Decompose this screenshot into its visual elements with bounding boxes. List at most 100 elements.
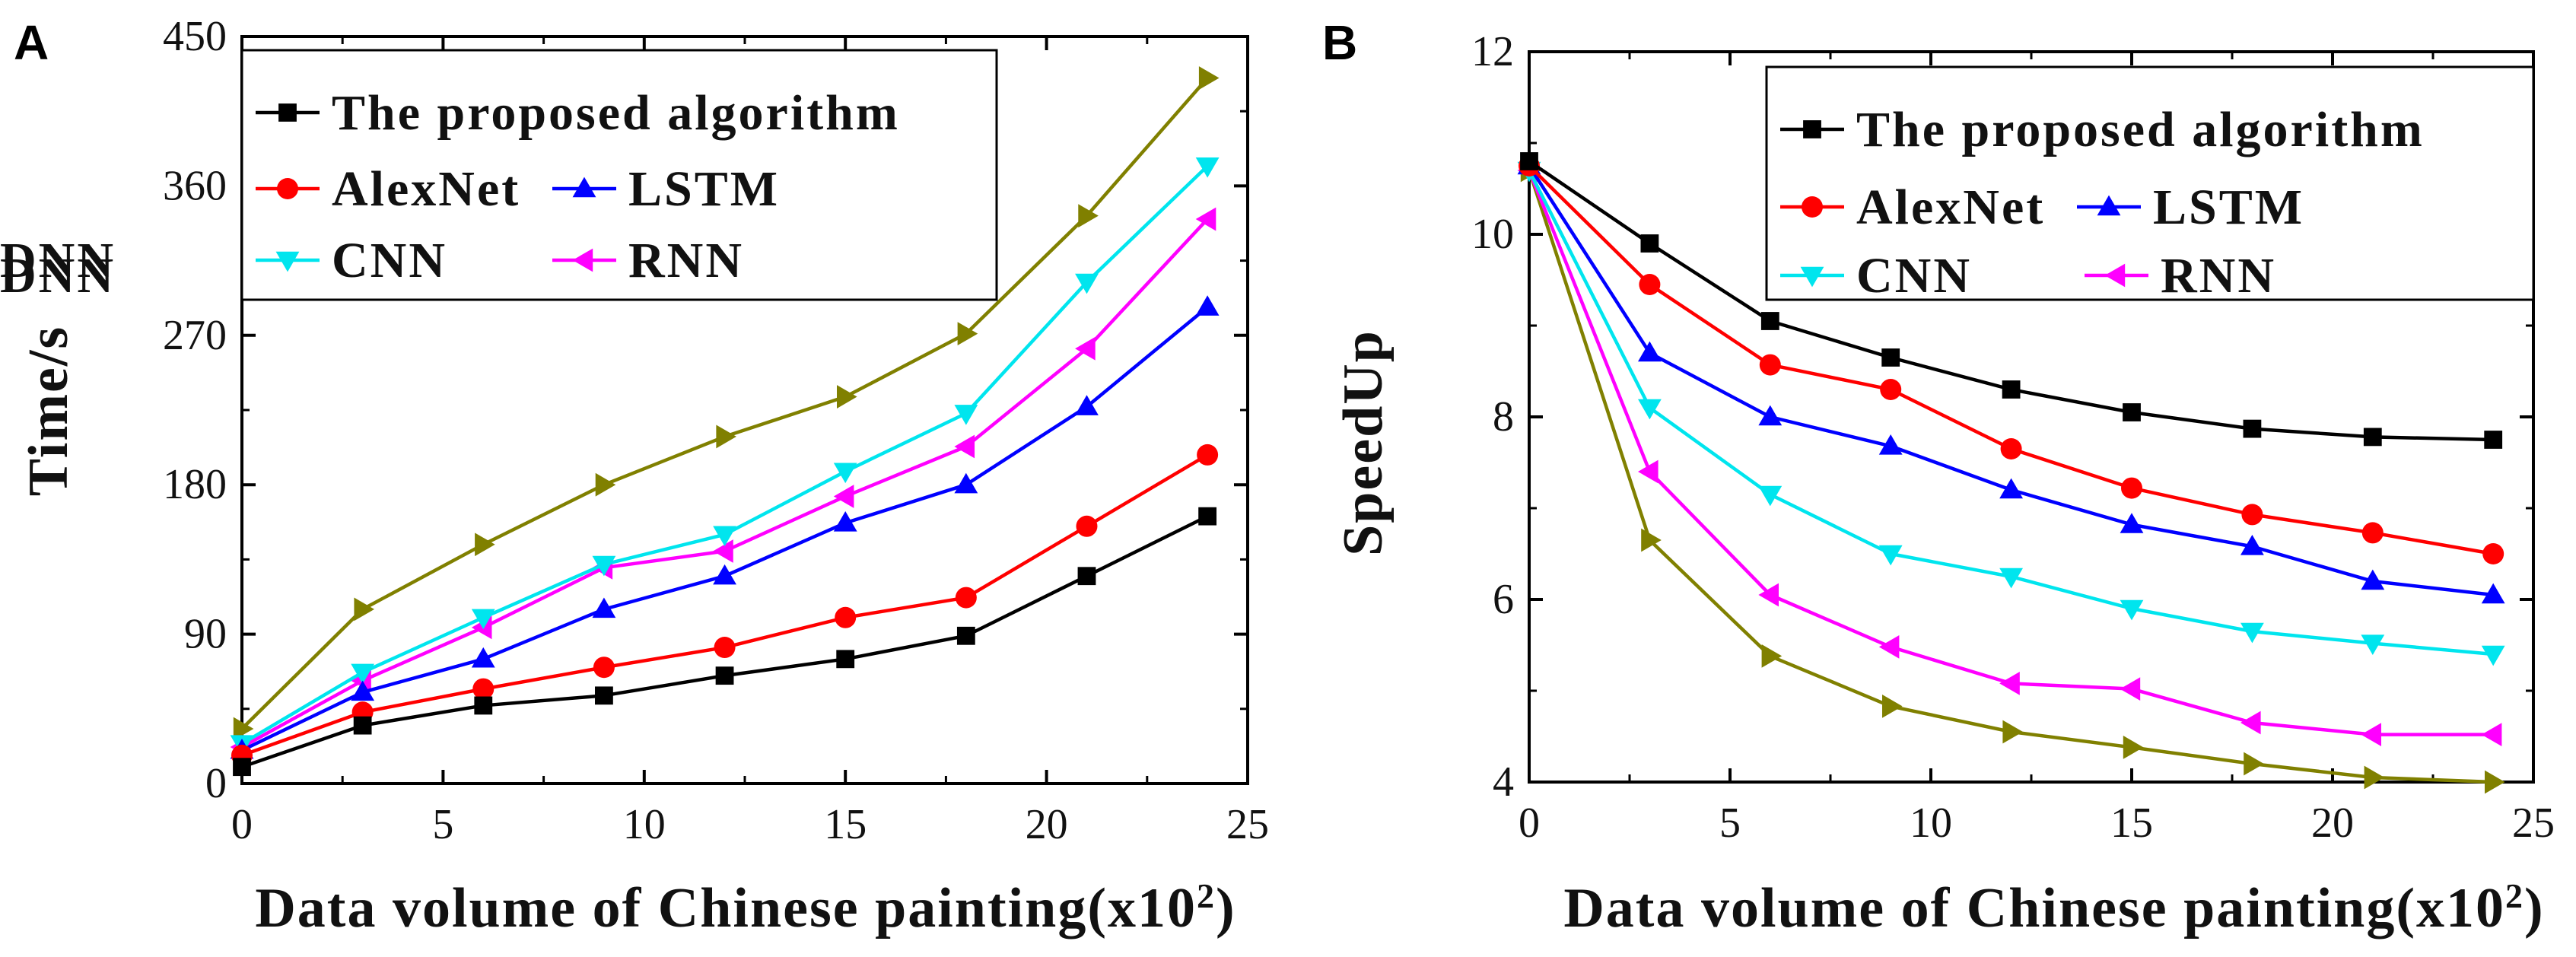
data-point xyxy=(713,564,736,585)
legend-item: DNN xyxy=(0,248,116,304)
data-point xyxy=(2485,770,2505,794)
data-point xyxy=(2361,569,2385,590)
panel-label-a: A xyxy=(14,15,49,70)
data-point xyxy=(2481,723,2502,746)
legend-label: DNN xyxy=(0,233,116,288)
data-point xyxy=(1878,545,1903,566)
legend-box xyxy=(240,49,998,301)
data-point xyxy=(2002,380,2021,399)
panel-a: A Time/s Data volume of Chinese painting… xyxy=(0,13,1269,940)
series-alexnet xyxy=(231,444,1219,766)
data-point xyxy=(1198,66,1220,90)
data-point xyxy=(1639,274,1661,295)
legend-label: CNN xyxy=(1856,248,1972,304)
data-point xyxy=(1195,295,1220,316)
x-axis-title-b: Data volume of Chinese painting(x102) xyxy=(1563,876,2544,940)
legend-marker xyxy=(2104,263,2126,288)
y-axis-title-b: SpeedUp xyxy=(1332,329,1395,556)
data-point xyxy=(595,472,616,497)
data-point xyxy=(1076,515,1098,537)
data-point xyxy=(2481,583,2505,604)
legend-label: AlexNet xyxy=(1856,180,2045,235)
data-point xyxy=(2482,543,2504,564)
legend-label: CNN xyxy=(332,233,447,288)
data-point xyxy=(1638,341,1662,362)
legend-label: DNN xyxy=(0,248,116,304)
legend-marker xyxy=(2097,195,2121,216)
series-the-proposed-algorithm xyxy=(1520,152,2503,449)
data-point xyxy=(2481,645,2505,666)
y-axis-title-a: Time/s xyxy=(17,326,80,496)
data-point xyxy=(955,587,977,609)
data-point xyxy=(475,533,495,557)
data-point xyxy=(592,597,616,618)
data-point xyxy=(1075,395,1099,415)
data-point xyxy=(1195,157,1220,178)
data-point xyxy=(2364,765,2385,790)
data-point xyxy=(713,526,736,547)
y-tick-label: 0 xyxy=(205,760,227,807)
data-point xyxy=(715,666,734,685)
series-the-proposed-algorithm xyxy=(233,507,1217,777)
legend-item: DNN xyxy=(0,233,116,288)
x-tick-label: 5 xyxy=(1719,800,1741,847)
legend-item: CNN xyxy=(256,233,447,288)
y-tick-label: 270 xyxy=(163,312,227,359)
data-point xyxy=(2363,428,2382,447)
x-axis-title-a: Data volume of Chinese painting(x102) xyxy=(255,876,1236,940)
legend-marker xyxy=(1800,266,1824,288)
legend-marker xyxy=(278,103,297,122)
panel-b: B SpeedUp Data volume of Chinese paintin… xyxy=(0,15,2555,940)
y-tick-label: 90 xyxy=(184,611,227,658)
data-point xyxy=(954,405,978,425)
x-tick-label: 10 xyxy=(1910,800,1952,847)
y-tick-label: 180 xyxy=(163,461,227,508)
legend-item: RNN xyxy=(2085,248,2274,304)
x-axis-title-end-a: ) xyxy=(1216,877,1236,940)
x-axis-title-text-b: Data volume of Chinese painting(x10 xyxy=(1563,877,2505,940)
legend-item: AlexNet xyxy=(1780,180,2045,235)
data-point xyxy=(2121,477,2142,499)
legend-item: LSTM xyxy=(2077,180,2304,235)
series-line xyxy=(241,453,1209,758)
data-point xyxy=(351,663,375,685)
legend-label: AlexNet xyxy=(332,161,520,217)
data-point xyxy=(1759,354,1781,376)
data-point xyxy=(471,647,495,668)
y-tick-label: 10 xyxy=(1471,211,1514,258)
legend-item: The proposed algorithm xyxy=(1780,102,2425,157)
data-point xyxy=(833,510,857,532)
x-axis-title-sup-b: 2 xyxy=(2505,876,2524,915)
data-point xyxy=(233,717,254,741)
data-point xyxy=(2002,720,2023,744)
x-tick-label: 20 xyxy=(1026,801,1068,848)
legend-label: The proposed algorithm xyxy=(332,85,900,141)
series-rnn xyxy=(1517,158,2502,746)
data-point xyxy=(2484,431,2503,449)
data-point xyxy=(233,758,251,777)
data-point xyxy=(1761,644,1783,668)
data-point xyxy=(2120,513,2144,533)
data-point xyxy=(1999,672,2020,695)
data-point xyxy=(1077,567,1096,586)
data-point xyxy=(714,637,736,659)
legend-label: The proposed algorithm xyxy=(1856,102,2425,157)
data-point xyxy=(836,650,855,669)
data-point xyxy=(2240,711,2261,735)
data-point xyxy=(1881,348,1900,367)
data-point xyxy=(1999,478,2023,499)
data-point xyxy=(1880,379,1902,400)
legend-label: LSTM xyxy=(2153,180,2304,235)
data-point xyxy=(713,539,733,563)
data-point xyxy=(1878,434,1903,455)
data-point xyxy=(1520,152,1538,170)
data-point xyxy=(354,597,375,622)
data-point xyxy=(2240,535,2264,555)
data-point xyxy=(472,678,495,700)
data-point xyxy=(956,626,975,645)
y-tick-label: 450 xyxy=(163,13,227,60)
data-point xyxy=(2243,419,2262,438)
x-tick-label: 25 xyxy=(2512,800,2555,847)
legend-item: LSTM xyxy=(552,161,778,217)
panel-label-b: B xyxy=(1322,15,1357,70)
